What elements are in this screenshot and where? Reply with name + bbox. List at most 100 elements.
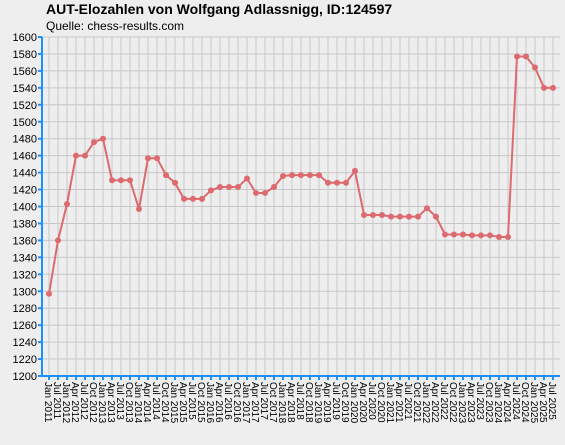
point — [127, 177, 133, 184]
x-tick-label: Jan 2015 — [168, 382, 179, 424]
point — [64, 200, 70, 207]
point — [271, 184, 277, 191]
x-tick-label: Apr 2025 — [537, 382, 548, 423]
x-tick-label: Oct 2023 — [483, 382, 494, 423]
point — [397, 213, 403, 220]
y-tick-label: 1420 — [13, 185, 37, 197]
point — [424, 205, 430, 212]
point — [262, 189, 268, 196]
x-tick-label: Oct 2018 — [303, 382, 314, 423]
y-tick-label: 1380 — [13, 218, 37, 230]
y-tick-label: 1260 — [13, 320, 37, 332]
point — [325, 179, 331, 186]
point — [199, 195, 205, 202]
point — [433, 213, 439, 220]
x-tick-label: Jul 2016 — [222, 382, 233, 420]
point — [343, 179, 349, 186]
x-tick-label: Jul 2022 — [438, 382, 449, 420]
x-tick-label: Oct 2019 — [339, 382, 350, 423]
point — [532, 64, 538, 71]
x-tick-label: Jan 2016 — [204, 382, 215, 424]
x-tick-label: Oct 2020 — [375, 382, 386, 423]
x-tick-label: Oct 2013 — [123, 382, 134, 423]
x-tick-label: Oct 2014 — [159, 382, 170, 423]
chart-title: AUT-Elozahlen von Wolfgang Adlassnigg, I… — [46, 1, 392, 17]
point — [460, 231, 466, 238]
point — [361, 211, 367, 218]
x-tick-label: Jan 2018 — [276, 382, 287, 424]
y-tick-label: 1460 — [13, 151, 37, 163]
x-tick-label: Oct 2015 — [195, 382, 206, 423]
point — [316, 172, 322, 179]
x-tick-label: Jan 2025 — [528, 382, 539, 424]
point — [172, 179, 178, 186]
x-tick-label: Jul 2018 — [294, 382, 305, 420]
point — [109, 177, 115, 184]
point — [73, 152, 79, 159]
y-tick-label: 1440 — [13, 168, 37, 180]
x-tick-label: Apr 2019 — [321, 382, 332, 423]
x-tick-label: Jan 2013 — [96, 382, 107, 424]
point — [307, 172, 313, 179]
point — [406, 213, 412, 220]
x-tick-label: Oct 2021 — [411, 382, 422, 423]
point — [235, 184, 241, 191]
point — [145, 155, 151, 162]
point — [181, 195, 187, 202]
y-tick-label: 1540 — [13, 83, 37, 95]
x-tick-label: Jul 2023 — [474, 382, 485, 420]
x-tick-label: Jul 2021 — [402, 382, 413, 420]
x-tick-label: Jul 2019 — [330, 382, 341, 420]
x-tick-label: Apr 2012 — [69, 382, 80, 423]
point — [280, 172, 286, 179]
x-tick-label: Jul 2011 — [51, 382, 62, 420]
y-tick-label: 1500 — [13, 117, 37, 129]
x-tick-label: Jan 2023 — [456, 382, 467, 424]
x-tick-label: Jan 2019 — [312, 382, 323, 424]
y-tick-label: 1240 — [13, 337, 37, 349]
x-tick-label: Apr 2016 — [213, 382, 224, 423]
y-tick-label: 1220 — [13, 354, 37, 366]
x-tick-label: Jul 2015 — [186, 382, 197, 420]
point — [190, 195, 196, 202]
x-tick-label: Apr 2014 — [141, 382, 152, 423]
point — [379, 211, 385, 218]
point — [253, 189, 259, 196]
x-tick-label: Jan 2022 — [420, 382, 431, 424]
point — [208, 187, 214, 194]
point — [352, 167, 358, 174]
point — [487, 232, 493, 239]
point — [550, 84, 556, 91]
y-tick-label: 1400 — [13, 202, 37, 214]
point — [514, 53, 520, 60]
point — [442, 231, 448, 238]
x-tick-label: Apr 2018 — [285, 382, 296, 423]
y-tick-label: 1600 — [13, 32, 37, 44]
x-tick-label: Oct 2012 — [87, 382, 98, 423]
y-tick-label: 1480 — [13, 134, 37, 146]
point — [334, 179, 340, 186]
point — [100, 135, 106, 142]
y-tick-label: 1360 — [13, 235, 37, 247]
point — [523, 53, 529, 60]
point — [154, 155, 160, 162]
point — [388, 213, 394, 220]
x-tick-label: Oct 2017 — [267, 382, 278, 423]
point — [505, 234, 511, 241]
point — [496, 234, 502, 241]
x-tick-label: Jul 2014 — [150, 382, 161, 420]
x-tick-label: Apr 2015 — [177, 382, 188, 423]
y-tick-label: 1320 — [13, 269, 37, 281]
x-tick-label: Apr 2021 — [393, 382, 404, 423]
x-tick-label: Apr 2022 — [429, 382, 440, 423]
point — [55, 237, 61, 244]
chart-subtitle: Quelle: chess-results.com — [46, 19, 184, 33]
x-tick-label: Jan 2021 — [384, 382, 395, 424]
y-tick-label: 1340 — [13, 252, 37, 264]
point — [217, 184, 223, 191]
x-tick-label: Jan 2011 — [42, 382, 53, 423]
y-tick-label: 1560 — [13, 66, 37, 78]
point — [163, 172, 169, 179]
point — [469, 232, 475, 239]
